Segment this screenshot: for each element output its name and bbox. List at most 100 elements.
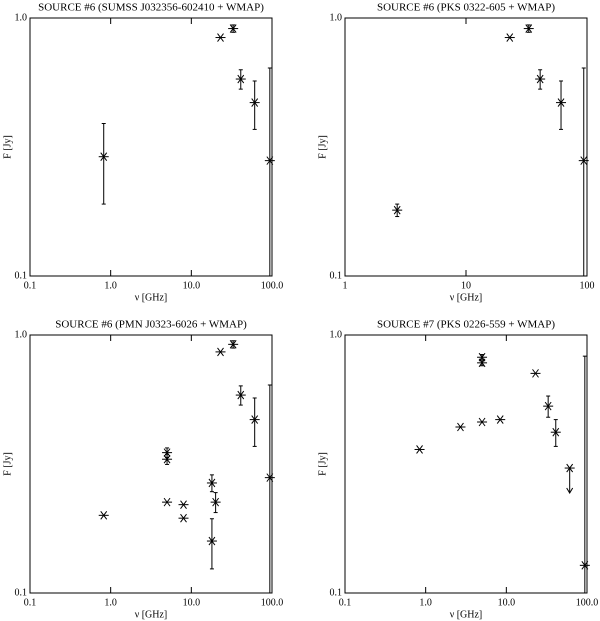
marker-stroke	[532, 369, 539, 378]
data-point	[210, 497, 221, 507]
marker-stroke	[251, 98, 259, 107]
marker-stroke	[208, 478, 216, 488]
marker-stroke	[100, 152, 108, 162]
marker-stroke	[525, 24, 533, 33]
data-point	[455, 422, 466, 432]
y-tick-label: 1.0	[15, 329, 28, 340]
data-point	[235, 390, 246, 400]
error-bar	[101, 123, 106, 205]
marker-stroke	[266, 473, 274, 482]
data-point	[264, 473, 275, 482]
marker-stroke	[580, 156, 588, 165]
marker-stroke	[457, 422, 464, 432]
marker-stroke	[552, 427, 560, 437]
arrow-head	[566, 487, 574, 495]
marker-stroke	[581, 561, 589, 570]
marker-stroke	[393, 205, 401, 215]
data-point	[215, 33, 226, 42]
error-bar	[559, 80, 564, 130]
x-tick-label: 1.0	[104, 597, 117, 608]
chart-title: SOURCE #7 (PKS 0226-559 + WMAP)	[377, 319, 555, 331]
data-point	[495, 415, 506, 424]
y-axis-label: F [Jy]	[2, 452, 13, 476]
data-point	[178, 500, 189, 509]
marker-stroke	[180, 500, 187, 509]
data-point	[578, 156, 589, 165]
marker-stroke	[180, 513, 187, 523]
x-axis-label: ν [GHz]	[450, 292, 483, 303]
data-point	[543, 401, 554, 411]
error-bar	[267, 67, 272, 277]
plot-frame	[344, 17, 588, 277]
marker-stroke	[163, 454, 171, 464]
x-tick-label: 10	[461, 280, 471, 291]
marker-stroke	[229, 340, 237, 349]
data-point	[556, 98, 567, 107]
chart-title: SOURCE #6 (PKS 0322-605 + WMAP)	[377, 2, 555, 14]
y-tick-label: 0.1	[15, 270, 28, 281]
data-point	[206, 478, 217, 488]
x-tick-label: 100.0	[261, 280, 284, 291]
data-point	[477, 417, 488, 427]
plot-frame	[29, 17, 273, 277]
upper-limit-arrow	[566, 468, 574, 495]
x-axis-label: ν [GHz]	[135, 292, 168, 303]
y-tick-label: 0.1	[15, 587, 28, 598]
marker-stroke	[266, 156, 274, 165]
marker-stroke	[478, 417, 486, 427]
data-point	[228, 340, 239, 349]
x-tick-label: 0.1	[24, 597, 37, 608]
data-point	[392, 205, 403, 215]
y-tick-label: 1.0	[15, 12, 28, 23]
marker-stroke	[544, 401, 552, 411]
marker-stroke	[566, 463, 574, 473]
marker-stroke	[251, 415, 259, 424]
error-bar	[209, 518, 214, 570]
x-tick-label: 10.0	[183, 280, 201, 291]
y-tick-label: 1.0	[330, 329, 343, 340]
chart-title: SOURCE #6 (SUMSS J032356-602410 + WMAP)	[38, 2, 264, 14]
data-point	[523, 24, 534, 33]
x-tick-label: 1	[343, 280, 348, 291]
x-tick-label: 1.0	[104, 280, 117, 291]
data-point	[162, 454, 173, 464]
data-point	[264, 156, 275, 165]
data-point	[162, 448, 173, 457]
data-point	[98, 152, 109, 162]
data-point	[579, 561, 590, 570]
plot-frame	[344, 334, 588, 594]
data-point	[564, 463, 575, 473]
error-bar	[581, 67, 586, 277]
data-point	[235, 74, 246, 84]
data-point	[550, 427, 561, 437]
data-point	[477, 358, 488, 368]
x-axis-label: ν [GHz]	[135, 609, 168, 620]
data-point	[504, 33, 515, 42]
marker-stroke	[163, 497, 171, 507]
marker-stroke	[163, 448, 171, 457]
marker-stroke	[506, 33, 514, 42]
data-point	[178, 513, 189, 523]
x-tick-label: 0.1	[339, 597, 352, 608]
plot-frame	[29, 334, 273, 594]
error-bar	[267, 384, 272, 594]
data-point	[535, 74, 546, 84]
x-axis-label: ν [GHz]	[450, 609, 483, 620]
data-point	[215, 347, 226, 357]
y-axis-label: F [Jy]	[2, 135, 13, 159]
y-axis-label: F [Jy]	[317, 135, 328, 159]
x-tick-label: 100.0	[576, 597, 599, 608]
y-tick-label: 0.1	[330, 270, 343, 281]
marker-stroke	[100, 511, 108, 520]
marker-stroke	[557, 98, 565, 107]
error-bar	[252, 397, 257, 447]
marker-stroke	[237, 74, 245, 84]
marker-stroke	[536, 74, 544, 84]
y-axis-label: F [Jy]	[317, 452, 328, 476]
data-point	[98, 511, 109, 520]
y-tick-label: 1.0	[330, 12, 343, 23]
marker-stroke	[496, 415, 504, 424]
x-tick-label: 10.0	[498, 597, 516, 608]
x-tick-label: 1.0	[419, 597, 432, 608]
